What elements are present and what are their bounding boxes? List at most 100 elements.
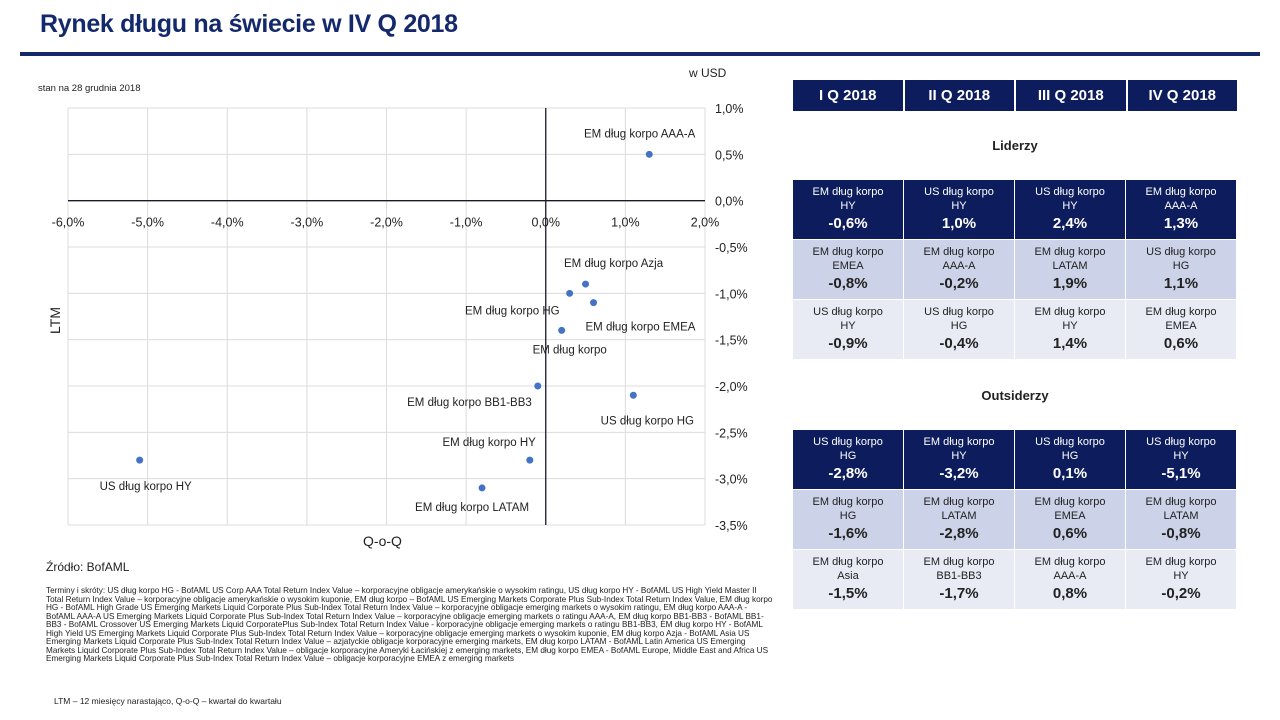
data-point: [526, 456, 534, 464]
cell-name-line1: EM dług korpo: [1145, 556, 1217, 568]
y-tick-label: -1,0%: [715, 287, 748, 301]
unit-label: w USD: [689, 66, 727, 80]
cell-name-line2: HY: [951, 200, 967, 212]
table-cell: EM dług korpo EMEA 0,6%: [1126, 300, 1237, 360]
table-cell: EM dług korpo BB1-BB3 -1,7%: [904, 550, 1015, 610]
table-cell: EM dług korpo LATAM -0,8%: [1126, 490, 1237, 550]
data-point: [136, 456, 144, 464]
cell-value: -0,2%: [939, 275, 979, 292]
data-point: [582, 280, 590, 288]
cell-name: EM dług korpo HY: [914, 435, 1004, 463]
table-cell: EM dług korpo EMEA -0,8%: [793, 240, 904, 300]
cell-value: -0,8%: [1161, 525, 1201, 542]
cell-name-line1: EM dług korpo: [923, 436, 995, 448]
data-label: EM dług korpo Azja: [564, 258, 664, 270]
cell-value: -0,2%: [1161, 585, 1201, 602]
cell-name: EM dług korpo LATAM: [1025, 245, 1115, 273]
data-label: EM dług korpo BB1-BB3: [407, 397, 532, 409]
x-tick-label: 0,0%: [532, 216, 561, 230]
table-cell: EM dług korpo AAA-A 1,3%: [1126, 180, 1237, 240]
table-cell: EM dług korpo HY -3,2%: [904, 430, 1015, 490]
cell-name: EM dług korpo LATAM: [914, 495, 1004, 523]
x-tick-label: 1,0%: [611, 216, 640, 230]
cell-name-line2: HY: [840, 200, 856, 212]
cell-name-line1: EM dług korpo: [923, 246, 995, 258]
cell-name-line2: EMEA: [1165, 320, 1197, 332]
outsiders-table: US dług korpo HG -2,8% EM dług korpo HY -3,2%…: [793, 430, 1237, 610]
table-cell: US dług korpo HG 0,1%: [1015, 430, 1126, 490]
data-point: [566, 289, 574, 297]
terms-note: Terminy i skróty: US dług korpo HG - Bof…: [46, 586, 773, 663]
cell-name-line1: US dług korpo: [813, 436, 883, 448]
cell-name: US dług korpo HG: [1136, 245, 1226, 273]
y-tick-label: 0,0%: [715, 195, 744, 209]
y-tick-label: -3,5%: [715, 519, 748, 533]
cell-name-line2: HG: [1172, 260, 1190, 272]
cell-name-line1: EM dług korpo: [923, 556, 995, 568]
x-tick-label: -5,0%: [131, 216, 164, 230]
cell-value: 1,3%: [1163, 215, 1199, 232]
page-title: Rynek długu na świecie w IV Q 2018: [40, 10, 458, 38]
table-cell: US dług korpo HY 1,0%: [904, 180, 1015, 240]
cell-value: 0,6%: [1052, 525, 1088, 542]
cell-name: EM dług korpo HG: [803, 495, 893, 523]
quarter-label: IV Q 2018: [1127, 80, 1237, 111]
cell-name: US dług korpo HY: [914, 185, 1004, 213]
cell-name-line1: US dług korpo: [924, 186, 994, 198]
x-tick-label: -4,0%: [211, 216, 244, 230]
outsiders-title: Outsiderzy: [981, 388, 1049, 403]
y-tick-label: -3,0%: [715, 473, 748, 487]
cell-name-line1: US dług korpo: [1146, 246, 1216, 258]
data-label: EM dług korpo AAA-A: [584, 128, 696, 140]
table-cell: EM dług korpo LATAM 1,9%: [1015, 240, 1126, 300]
cell-value: -0,8%: [828, 275, 868, 292]
cell-name-line2: HG: [839, 510, 857, 522]
cell-name-line2: HY: [1062, 200, 1078, 212]
cell-name-line2: BB1-BB3: [936, 570, 982, 582]
cell-name: EM dług korpo BB1-BB3: [914, 555, 1004, 583]
data-point: [590, 299, 598, 307]
table-cell: EM dług korpo Asia -1,5%: [793, 550, 904, 610]
cell-value: -5,1%: [1161, 465, 1201, 482]
data-label: US dług korpo HY: [100, 481, 192, 493]
cell-name-line2: HG: [950, 320, 968, 332]
cell-value: -1,6%: [828, 525, 868, 542]
x-tick-label: -2,0%: [370, 216, 403, 230]
cell-name: US dług korpo HG: [914, 305, 1004, 333]
data-point: [534, 382, 542, 390]
cell-name: EM dług korpo HY: [1136, 555, 1226, 583]
cell-name-line1: EM dług korpo: [1145, 306, 1217, 318]
abbreviations-note: LTM – 12 miesięcy narastająco, Q-o-Q – k…: [54, 696, 282, 706]
cell-name-line1: EM dług korpo: [1034, 556, 1106, 568]
y-axis-title: LTM: [47, 307, 63, 334]
table-cell: US dług korpo HY 2,4%: [1015, 180, 1126, 240]
cell-name-line2: LATAM: [1163, 510, 1199, 522]
data-label: EM dług korpo LATAM: [415, 502, 529, 514]
cell-name: EM dług korpo LATAM: [1136, 495, 1226, 523]
table-cell: US dług korpo HG -0,4%: [904, 300, 1015, 360]
cell-name-line2: HY: [1173, 570, 1189, 582]
data-point: [629, 391, 637, 399]
cell-name-line1: EM dług korpo: [1034, 496, 1106, 508]
cell-value: 2,4%: [1052, 215, 1088, 232]
y-tick-label: 0,5%: [715, 148, 744, 162]
cell-value: -2,8%: [828, 465, 868, 482]
table-cell: EM dług korpo LATAM -2,8%: [904, 490, 1015, 550]
y-tick-label: -2,0%: [715, 380, 748, 394]
as-of-date: stan na 28 grudnia 2018: [38, 83, 141, 94]
cell-name-line2: AAA-A: [1053, 570, 1087, 582]
y-tick-label: -2,5%: [715, 426, 748, 440]
cell-name-line1: EM dług korpo: [1034, 306, 1106, 318]
cell-name-line2: HY: [951, 450, 967, 462]
y-tick-label: -1,5%: [715, 334, 748, 348]
cell-value: 1,1%: [1163, 275, 1199, 292]
cell-name-line1: US dług korpo: [813, 306, 883, 318]
cell-name-line2: AAA-A: [942, 260, 976, 272]
cell-value: -1,7%: [939, 585, 979, 602]
x-tick-label: -1,0%: [450, 216, 483, 230]
y-tick-label: 1,0%: [715, 102, 744, 116]
cell-name-line2: LATAM: [941, 510, 977, 522]
cell-value: -3,2%: [939, 465, 979, 482]
data-label: EM dług korpo: [533, 344, 607, 356]
cell-name-line1: EM dług korpo: [1034, 246, 1106, 258]
